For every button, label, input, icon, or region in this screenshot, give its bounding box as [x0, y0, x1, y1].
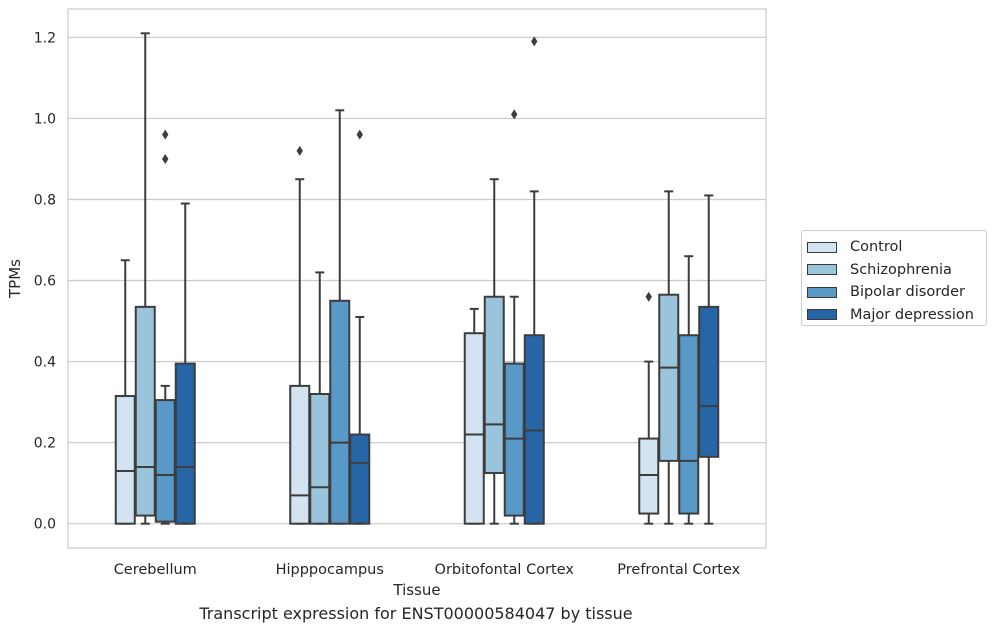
box-major-depression — [523, 36, 545, 525]
box-schizophrenia — [483, 178, 505, 525]
box-schizophrenia — [658, 190, 680, 525]
box-groups — [114, 32, 720, 525]
iqr-box — [523, 334, 545, 525]
legend-label: Schizophrenia — [850, 261, 952, 278]
figure-caption: Transcript expression for ENST0000058404… — [199, 604, 633, 623]
legend-item: Schizophrenia — [802, 259, 986, 282]
box-bipolar-disorder — [503, 109, 525, 525]
legend-swatch — [807, 309, 837, 321]
iqr-box — [658, 293, 680, 462]
iqr-box — [174, 362, 196, 525]
y-tick-label: 0.2 — [34, 436, 56, 452]
box-bipolar-disorder — [678, 255, 700, 525]
box-control — [638, 291, 660, 525]
x-tick-labels: Cerebellum Hipppocampus Orbitofontal Corte… — [114, 562, 741, 578]
box-major-depression — [174, 202, 196, 525]
x-axis-label: Tissue — [392, 581, 440, 599]
chart-legend: Control Schizophrenia Bipolar disorder Majo… — [801, 230, 987, 326]
iqr-box — [114, 395, 136, 525]
x-tick-label: Prefrontal Cortex — [617, 562, 740, 578]
x-tick-label: Orbitofontal Cortex — [435, 562, 575, 578]
legend-item: Major depression — [802, 304, 986, 327]
y-tick-label: 0.4 — [34, 355, 56, 371]
outlier-point — [356, 129, 363, 140]
iqr-box — [134, 305, 156, 517]
y-tick-label: 0.0 — [34, 517, 56, 533]
x-tick-label: Cerebellum — [114, 562, 197, 578]
box-major-depression — [349, 129, 371, 525]
iqr-box — [349, 433, 371, 525]
iqr-box — [329, 299, 351, 525]
plot-area-frame — [67, 8, 767, 549]
outlier-point — [162, 129, 169, 140]
outlier-point — [511, 109, 518, 120]
box-bipolar-disorder — [329, 109, 351, 525]
box-control — [114, 259, 136, 525]
iqr-box — [483, 295, 505, 475]
iqr-box — [463, 332, 485, 525]
legend-swatch — [807, 264, 837, 276]
legend-label: Major depression — [850, 306, 974, 323]
box-control — [289, 145, 311, 525]
y-tick-label: 1.0 — [34, 111, 56, 127]
y-tick-label: 1.2 — [34, 30, 56, 46]
iqr-box — [154, 399, 176, 523]
y-axis-label: TPMs — [6, 259, 24, 299]
legend-item: Bipolar disorder — [802, 281, 986, 304]
outlier-point — [162, 153, 169, 164]
legend-swatch — [807, 241, 837, 253]
box-schizophrenia — [134, 32, 156, 525]
iqr-box — [638, 437, 660, 515]
box-bipolar-disorder — [154, 129, 176, 525]
legend-item: Control — [802, 236, 986, 259]
iqr-box — [309, 393, 331, 525]
iqr-box — [678, 334, 700, 515]
iqr-box — [503, 362, 525, 517]
outlier-point — [645, 291, 652, 302]
x-tick-label: Hipppocampus — [276, 562, 384, 578]
box-schizophrenia — [309, 271, 331, 525]
box-major-depression — [698, 194, 720, 525]
y-tick-labels: 0.0 0.2 0.4 0.6 0.8 1.0 1.2 — [34, 30, 56, 532]
legend-label: Bipolar disorder — [850, 284, 965, 301]
iqr-box — [698, 305, 720, 458]
outlier-point — [531, 36, 538, 47]
y-tick-label: 0.8 — [34, 192, 56, 208]
legend-label: Control — [850, 239, 903, 256]
y-tick-label: 0.6 — [34, 274, 56, 290]
outlier-point — [296, 145, 303, 156]
box-control — [463, 307, 485, 525]
iqr-box — [289, 384, 311, 525]
legend-swatch — [807, 286, 837, 298]
